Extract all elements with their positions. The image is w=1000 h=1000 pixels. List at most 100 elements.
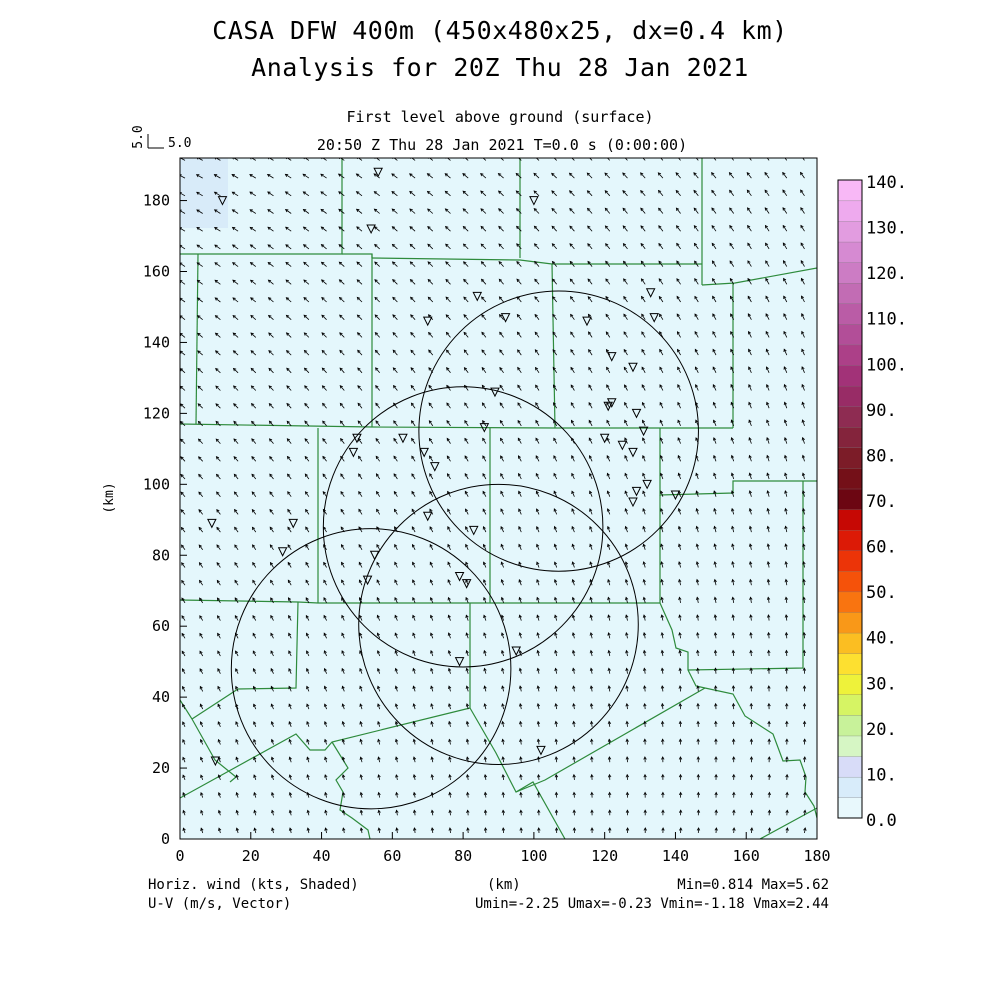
wind-vector [679,650,681,657]
wind-vector [801,295,805,303]
wind-vector [643,615,646,621]
wind-vector-head [695,596,700,601]
wind-vector [785,597,788,603]
wind-vector-head [447,508,451,512]
wind-vector [197,385,203,391]
wind-vector-head [465,720,470,725]
wind-vector-head [676,260,680,264]
wind-vector [465,526,469,533]
wind-vector [232,191,239,197]
wind-vector [271,792,274,798]
wind-vector-head [604,207,609,212]
wind-vector-head [765,295,769,299]
wind-vector [357,403,363,409]
wind-vector [660,508,664,515]
colorbar-swatch [837,509,863,531]
wind-vector [783,296,788,303]
wind-vector [536,579,540,586]
wind-vector-head [642,631,647,636]
wind-vector-head [213,191,218,195]
wind-vector [644,685,646,692]
colorbar-swatch [837,550,863,572]
wind-vector-head [607,632,611,636]
wind-vector-head [677,348,681,353]
wind-vector-head [625,685,629,689]
wind-vector [180,385,186,391]
wind-vector-head [784,525,788,530]
wind-vector [587,208,593,214]
wind-vector [555,721,558,727]
wind-vector [303,279,310,285]
wind-vector-head [338,244,342,248]
wind-vector-head [590,720,594,725]
wind-vector-head [519,809,523,813]
wind-vector-head [677,401,681,406]
wind-vector [711,190,717,197]
wind-vector-head [464,437,468,442]
wind-vector [250,262,257,267]
colorbar-swatch [837,632,863,654]
wind-vector [376,597,381,604]
wind-vector [431,721,434,727]
y-tick-label: 20 [152,759,170,777]
wind-vector [181,633,186,639]
wind-vector-head [180,544,185,548]
wind-vector-head [250,350,254,354]
wind-vector [569,172,575,179]
wind-vector-head [767,667,771,671]
wind-vector-head [660,614,664,618]
wind-vector [536,491,540,497]
wind-vector [392,314,398,320]
wind-vector-head [217,668,221,672]
wind-vector-head [534,260,538,265]
wind-vector [623,296,628,303]
wind-vector-head [287,561,291,566]
wind-vector [782,207,788,214]
station-markers [207,167,681,767]
wind-vector [338,191,345,197]
wind-vector-head [251,491,255,495]
wind-vector [356,244,363,250]
wind-vector [322,491,327,497]
station-marker [373,167,383,178]
wind-vector [342,686,345,692]
wind-vector-head [214,158,217,160]
colorbar-swatch [837,797,863,819]
wind-vector-head [606,508,611,512]
wind-vector-head [234,562,238,566]
wind-vector [358,509,363,515]
wind-vector [694,349,699,356]
wind-vector [427,243,434,250]
wind-vector [570,314,575,320]
wind-vector [234,615,239,621]
wind-vector [480,190,487,197]
wind-vector [661,668,664,674]
wind-vector-head [659,454,663,459]
wind-vector-head [731,738,736,742]
wind-vector [250,368,257,374]
wind-vector-head [462,243,467,247]
wind-vector [572,650,575,657]
wind-vector-head [571,472,575,477]
wind-vector-head [196,191,200,195]
wind-vector [696,544,699,550]
wind-vector [288,721,292,727]
wind-vector [804,792,806,798]
wind-vector [429,544,434,550]
wind-vector-head [553,561,558,565]
wind-vector [199,615,204,621]
wind-vector [323,562,327,568]
wind-vector-head [320,173,324,177]
wind-vector [466,703,469,710]
wind-vector-head [746,189,751,194]
wind-vector-head [306,703,310,707]
wind-vector [588,331,593,338]
wind-vector-head [678,738,683,742]
wind-vector-head [341,738,345,743]
wind-vector [285,262,292,267]
wind-vector-head [537,809,541,813]
wind-vector [606,455,611,462]
wind-vector-head [235,827,239,831]
wind-vector [554,544,558,550]
wind-vector [359,686,363,692]
